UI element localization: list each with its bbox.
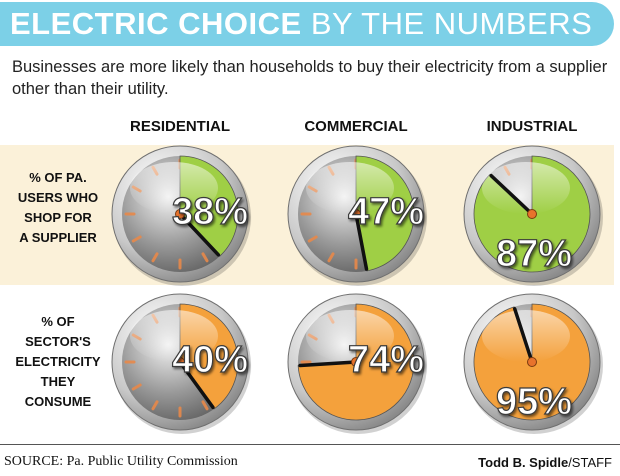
row-label-shoppers: % OF PA. USERS WHO SHOP FOR A SUPPLIER — [6, 168, 110, 248]
row-label-line: USERS WHO — [17, 190, 99, 205]
gauge-value-label: 74% — [348, 339, 424, 381]
gauge-tick — [307, 235, 318, 243]
title-banner — [0, 2, 614, 46]
row-label-line: % OF PA. — [29, 170, 87, 185]
title-light: BY THE NUMBERS — [310, 6, 593, 41]
credit-suffix: /STAFF — [568, 455, 612, 470]
gauge-tick — [201, 252, 209, 263]
gauge-value-label: 87% — [496, 233, 572, 275]
gauge-value-label: 47% — [348, 191, 424, 233]
column-header-residential: RESIDENTIAL — [129, 118, 230, 135]
gauge-hub — [175, 209, 185, 219]
gauge-hub — [351, 209, 361, 219]
gauge-hub — [175, 357, 185, 367]
gauge-tick — [131, 235, 142, 243]
gauge-hub — [527, 209, 537, 219]
title-bold: ELECTRIC CHOICE — [10, 6, 302, 41]
subtitle: Businesses are more likely than househol… — [12, 58, 608, 98]
gauge-tick — [151, 400, 159, 411]
column-header-industrial: INDUSTRIAL — [486, 118, 578, 135]
row-label-line: % OF — [41, 314, 75, 329]
row-label-line: CONSUME — [24, 394, 92, 409]
gauge-needle — [298, 360, 358, 368]
row-label-line: A SUPPLIER — [19, 230, 97, 245]
gauge-needle — [512, 306, 534, 364]
gauge-shine — [306, 162, 394, 214]
row-label-line: ELECTRICITY — [15, 354, 101, 369]
credit-note: Todd B. Spidle/STAFF — [478, 455, 612, 470]
gauge-needle — [178, 360, 215, 410]
gauge-tick — [131, 383, 142, 391]
gauge-shine — [130, 310, 218, 362]
row-label-consumption: % OF SECTOR'S ELECTRICITY THEY CONSUME — [6, 312, 110, 412]
gauge-shine — [306, 310, 394, 362]
gauge-shine — [482, 310, 570, 362]
gauge-needle — [178, 212, 221, 257]
page-title: ELECTRIC CHOICE BY THE NUMBERS — [10, 2, 592, 46]
gauge-value-label: 95% — [496, 381, 572, 423]
gauge-tick — [201, 400, 209, 411]
gauge-tick — [151, 252, 159, 263]
gauge-needle — [489, 173, 534, 216]
gauge-hub — [351, 357, 361, 367]
row-label-line: SECTOR'S — [25, 334, 91, 349]
credit-name: Todd B. Spidle — [478, 455, 569, 470]
column-header-commercial: COMMERCIAL — [304, 118, 408, 135]
gauge-shine — [130, 162, 218, 214]
gauge-value-label: 38% — [172, 191, 248, 233]
gauge-tick — [327, 252, 335, 263]
source-note: SOURCE: Pa. Public Utility Commission — [4, 454, 238, 469]
gauge-needle — [354, 212, 369, 271]
row-label-line: SHOP FOR — [24, 210, 92, 225]
row-label-line: THEY — [40, 374, 76, 389]
gauge-value-label: 40% — [172, 339, 248, 381]
gauge-hub — [527, 357, 537, 367]
gauge-shine — [482, 162, 570, 214]
footer-rule — [0, 444, 620, 445]
